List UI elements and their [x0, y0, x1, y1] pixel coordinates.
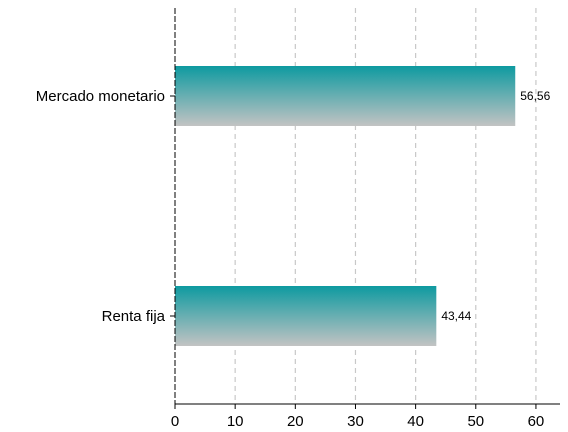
- x-tick-label: 20: [287, 413, 304, 430]
- x-tick-label: 50: [467, 413, 484, 430]
- bar: [175, 66, 516, 126]
- x-tick-label: 0: [171, 413, 179, 430]
- value-label: 56,56: [520, 89, 550, 103]
- x-tick-label: 60: [528, 413, 545, 430]
- x-tick-label: 30: [347, 413, 364, 430]
- value-label: 43,44: [441, 309, 471, 323]
- labels: 56,56 Mercado monetario 43,44 Renta fija 0 10…: [36, 88, 551, 430]
- bar: [175, 286, 437, 346]
- axes: [170, 8, 560, 409]
- category-label: Renta fija: [102, 308, 166, 325]
- bars: [175, 66, 516, 346]
- x-tick-label: 40: [407, 413, 424, 430]
- x-tick-label: 10: [227, 413, 244, 430]
- category-label: Mercado monetario: [36, 88, 165, 105]
